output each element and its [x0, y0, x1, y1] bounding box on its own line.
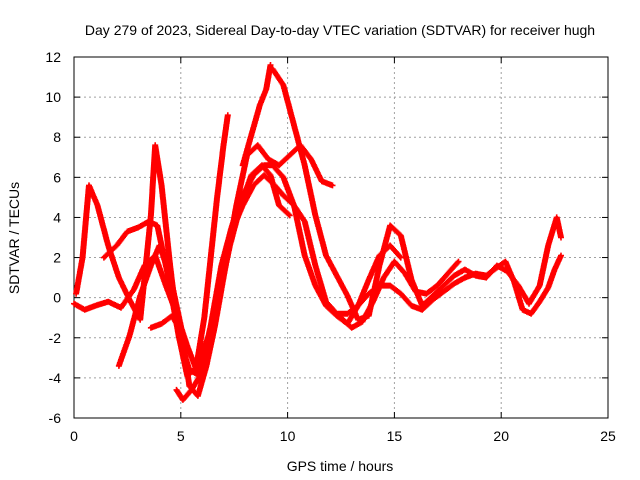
- axis-ticks: 0 5 10 15 20 25 -6 -4 -2 0 2 4 6 8 10 12: [45, 49, 616, 444]
- plus-markers: [461, 252, 564, 317]
- plus-markers: [173, 372, 203, 403]
- plus-markers: [338, 258, 462, 331]
- x-tick-label: 0: [70, 428, 78, 444]
- x-tick-label: 15: [387, 428, 403, 444]
- series-track-8: [192, 112, 231, 373]
- x-tick-label: 20: [493, 428, 509, 444]
- x-tick-label: 10: [280, 428, 296, 444]
- y-tick-label: -6: [49, 410, 62, 426]
- x-axis-label: GPS time / hours: [287, 458, 394, 474]
- series-track-9: [239, 62, 274, 169]
- plus-markers: [192, 112, 231, 373]
- y-tick-label: 0: [53, 290, 61, 306]
- plot-frame: [73, 56, 609, 419]
- y-tick-label: 8: [53, 129, 61, 145]
- series-track-3: [461, 252, 564, 317]
- series-track-11: [147, 312, 186, 339]
- y-axis-label: SDTVAR / TECUs: [6, 182, 22, 294]
- plus-markers: [239, 62, 274, 169]
- chart-title: Day 279 of 2023, Sidereal Day-to-day VTE…: [85, 22, 595, 38]
- x-tick-label: 5: [177, 428, 185, 444]
- series-track-13: [338, 258, 462, 331]
- y-tick-label: -2: [49, 330, 62, 346]
- y-tick-label: 2: [53, 250, 61, 266]
- data-points: [71, 62, 564, 403]
- grid: [74, 57, 608, 418]
- y-tick-label: 10: [45, 89, 61, 105]
- series-track-10: [269, 66, 564, 323]
- x-tick-label: 25: [600, 428, 616, 444]
- series-track-12: [173, 372, 203, 403]
- y-tick-label: 6: [53, 169, 61, 185]
- plus-markers: [269, 66, 564, 323]
- y-tick-label: -4: [49, 370, 62, 386]
- plus-markers: [147, 312, 186, 339]
- y-tick-label: 12: [45, 49, 61, 65]
- y-tick-label: 4: [53, 209, 61, 225]
